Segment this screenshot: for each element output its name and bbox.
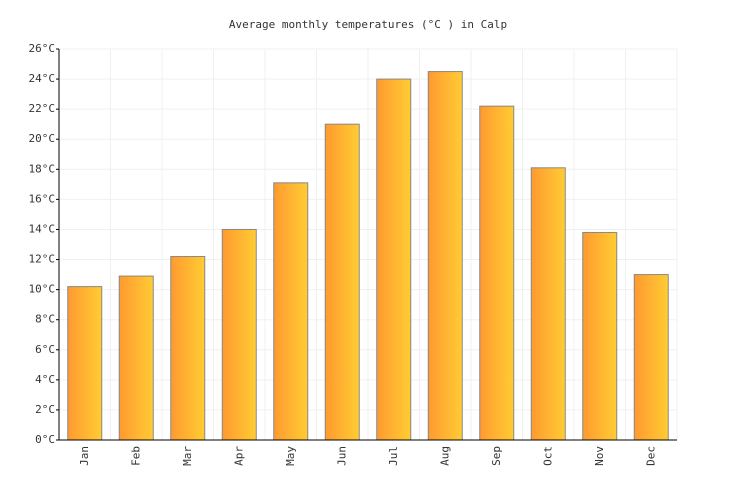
x-tick-label: Jun [335, 446, 348, 466]
y-tick-label: 18°C [29, 162, 56, 175]
y-tick-label: 22°C [29, 102, 56, 115]
bar [427, 71, 463, 441]
y-tick-label: 6°C [35, 343, 55, 356]
x-tick-label: Sep [490, 446, 503, 466]
y-tick-label: 2°C [35, 403, 55, 416]
y-tick-label: 10°C [29, 283, 56, 296]
bar [376, 78, 412, 441]
x-tick-label: Feb [129, 446, 142, 466]
x-tick-label: Jul [387, 446, 400, 466]
bar [530, 167, 566, 441]
bar [221, 228, 257, 441]
x-tick-label: May [284, 446, 297, 466]
bar [582, 231, 618, 441]
bar [118, 275, 154, 441]
bar [324, 123, 360, 441]
y-tick-label: 12°C [29, 253, 56, 266]
x-tick-label: Dec [644, 446, 657, 466]
y-tick-label: 0°C [35, 433, 55, 446]
x-tick-label: Mar [181, 446, 194, 466]
bar [633, 274, 669, 441]
chart-title: Average monthly temperatures (°C ) in Ca… [229, 18, 507, 31]
y-tick-label: 14°C [29, 222, 56, 235]
y-tick-label: 24°C [29, 72, 56, 85]
y-tick-label: 4°C [35, 373, 55, 386]
x-tick-label: Aug [438, 446, 451, 466]
y-tick-label: 26°C [29, 42, 56, 55]
bar [479, 105, 515, 441]
bar [273, 182, 309, 441]
bar [170, 256, 206, 441]
y-tick-label: 16°C [29, 192, 56, 205]
x-tick-label: Jan [78, 446, 91, 466]
y-tick-label: 8°C [35, 313, 55, 326]
y-tick-label: 20°C [29, 132, 56, 145]
x-tick-label: Apr [232, 446, 245, 466]
x-tick-label: Nov [593, 446, 606, 466]
bar [67, 286, 103, 441]
x-tick-label: Oct [541, 446, 554, 466]
